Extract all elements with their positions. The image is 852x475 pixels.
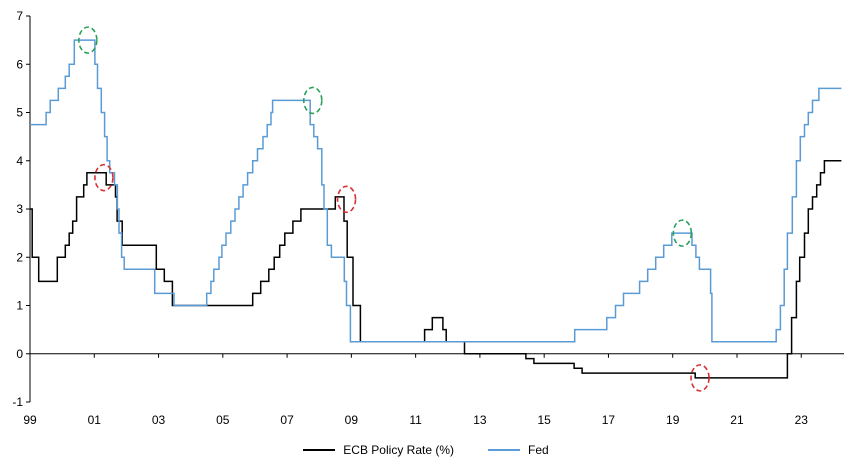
- legend-item-ecb: ECB Policy Rate (%): [303, 443, 454, 457]
- svg-text:19: 19: [666, 413, 680, 427]
- svg-text:2: 2: [16, 250, 23, 264]
- svg-text:21: 21: [730, 413, 744, 427]
- svg-text:17: 17: [602, 413, 616, 427]
- legend: ECB Policy Rate (%) Fed: [0, 432, 852, 468]
- svg-text:23: 23: [795, 413, 809, 427]
- ecb-line-swatch: [303, 449, 336, 451]
- chart-area: -1 0 1 2 3 4 5 6 7 99 01 03 05 07 09 11 13 15 17 19 21 23: [12, 9, 844, 427]
- svg-text:11: 11: [409, 413, 422, 427]
- legend-label-fed: Fed: [528, 443, 549, 457]
- svg-text:5: 5: [16, 106, 23, 120]
- legend-label-ecb: ECB Policy Rate (%): [343, 443, 454, 457]
- fed-line-swatch: [488, 449, 520, 451]
- svg-text:6: 6: [16, 57, 23, 71]
- svg-text:4: 4: [16, 154, 23, 168]
- svg-text:0: 0: [16, 347, 23, 361]
- svg-text:13: 13: [473, 413, 487, 427]
- legend-item-fed: Fed: [488, 443, 549, 457]
- svg-text:05: 05: [216, 413, 230, 427]
- svg-text:03: 03: [152, 413, 166, 427]
- svg-text:3: 3: [16, 202, 23, 216]
- svg-text:-1: -1: [12, 395, 23, 409]
- svg-text:99: 99: [23, 413, 37, 427]
- svg-text:07: 07: [280, 413, 294, 427]
- svg-text:09: 09: [345, 413, 359, 427]
- svg-text:7: 7: [16, 9, 23, 23]
- svg-text:01: 01: [88, 413, 102, 427]
- svg-text:15: 15: [537, 413, 551, 427]
- svg-text:1: 1: [16, 299, 23, 313]
